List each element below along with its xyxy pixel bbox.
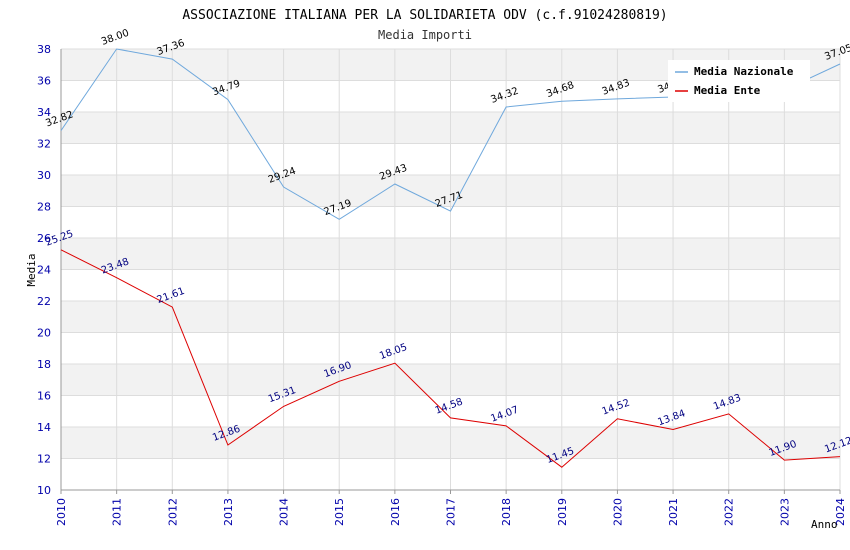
y-tick-label: 24: [37, 264, 51, 277]
x-tick-label: 2024: [834, 498, 847, 526]
x-tick-label: 2018: [500, 498, 513, 526]
y-axis-ticks: 10 12 14 16 18 20 22 24 26 28 30 32 34 36 38: [37, 43, 51, 497]
x-tick-label: 2011: [111, 498, 124, 526]
y-tick-label: 16: [37, 390, 51, 403]
y-tick-label: 36: [37, 75, 51, 88]
x-tick-label: 2021: [667, 498, 680, 526]
y-tick-label: 18: [37, 358, 51, 371]
x-tick-label: 2020: [611, 498, 624, 526]
legend-box: [668, 60, 810, 102]
grid-lines: [60, 48, 841, 494]
x-tick-label: 2013: [222, 498, 235, 526]
legend-label-ente: Media Ente: [694, 84, 761, 97]
y-tick-label: 38: [37, 43, 51, 56]
x-tick-label: 2010: [55, 498, 68, 526]
y-tick-label: 14: [37, 421, 51, 434]
chart-subtitle: Media Importi: [378, 28, 472, 42]
legend: Media Nazionale Media Ente: [668, 60, 810, 102]
x-axis-ticks: 2010 2011 2012 2013 2014 2015 2016 2017 2018 2019…: [55, 498, 847, 526]
x-tick-label: 2022: [723, 498, 736, 526]
y-tick-label: 10: [37, 484, 51, 497]
y-axis-label: Media: [25, 253, 38, 286]
x-tick-label: 2015: [333, 498, 346, 526]
x-tick-label: 2017: [445, 498, 458, 526]
x-tick-label: 2019: [556, 498, 569, 526]
series-line-ente: [60, 249, 841, 468]
x-tick-label: 2014: [278, 498, 291, 526]
x-tick-label: 2012: [166, 498, 179, 526]
y-tick-label: 22: [37, 295, 51, 308]
y-tick-label: 30: [37, 169, 51, 182]
y-tick-label: 20: [37, 327, 51, 340]
x-tick-label: 2016: [389, 498, 402, 526]
y-tick-label: 32: [37, 138, 51, 151]
x-axis-label: Anno: [811, 518, 838, 531]
chart-title: ASSOCIAZIONE ITALIANA PER LA SOLIDARIETA…: [182, 8, 667, 23]
legend-label-nazionale: Media Nazionale: [694, 65, 794, 78]
y-tick-label: 12: [37, 453, 51, 466]
x-tick-label: 2023: [778, 498, 791, 526]
y-tick-label: 26: [37, 232, 51, 245]
y-tick-label: 28: [37, 201, 51, 214]
y-tick-label: 34: [37, 106, 51, 119]
data-label: 38.00: [100, 28, 131, 48]
